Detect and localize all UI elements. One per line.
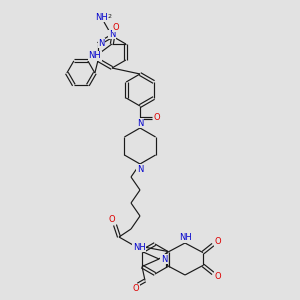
Text: O: O <box>112 22 119 32</box>
Text: O: O <box>109 215 115 224</box>
Text: NH: NH <box>94 13 107 22</box>
Text: O: O <box>215 272 221 281</box>
Text: N: N <box>137 118 143 127</box>
Text: N: N <box>161 254 167 263</box>
Text: O: O <box>215 237 221 246</box>
Text: N: N <box>137 164 143 173</box>
Text: NH: NH <box>133 242 146 251</box>
Text: N: N <box>98 38 104 47</box>
Text: 2: 2 <box>107 14 111 20</box>
Text: O: O <box>133 284 139 293</box>
Text: NH: NH <box>88 52 101 61</box>
Text: N: N <box>109 30 115 39</box>
Text: O: O <box>154 113 160 122</box>
Text: NH: NH <box>178 233 191 242</box>
